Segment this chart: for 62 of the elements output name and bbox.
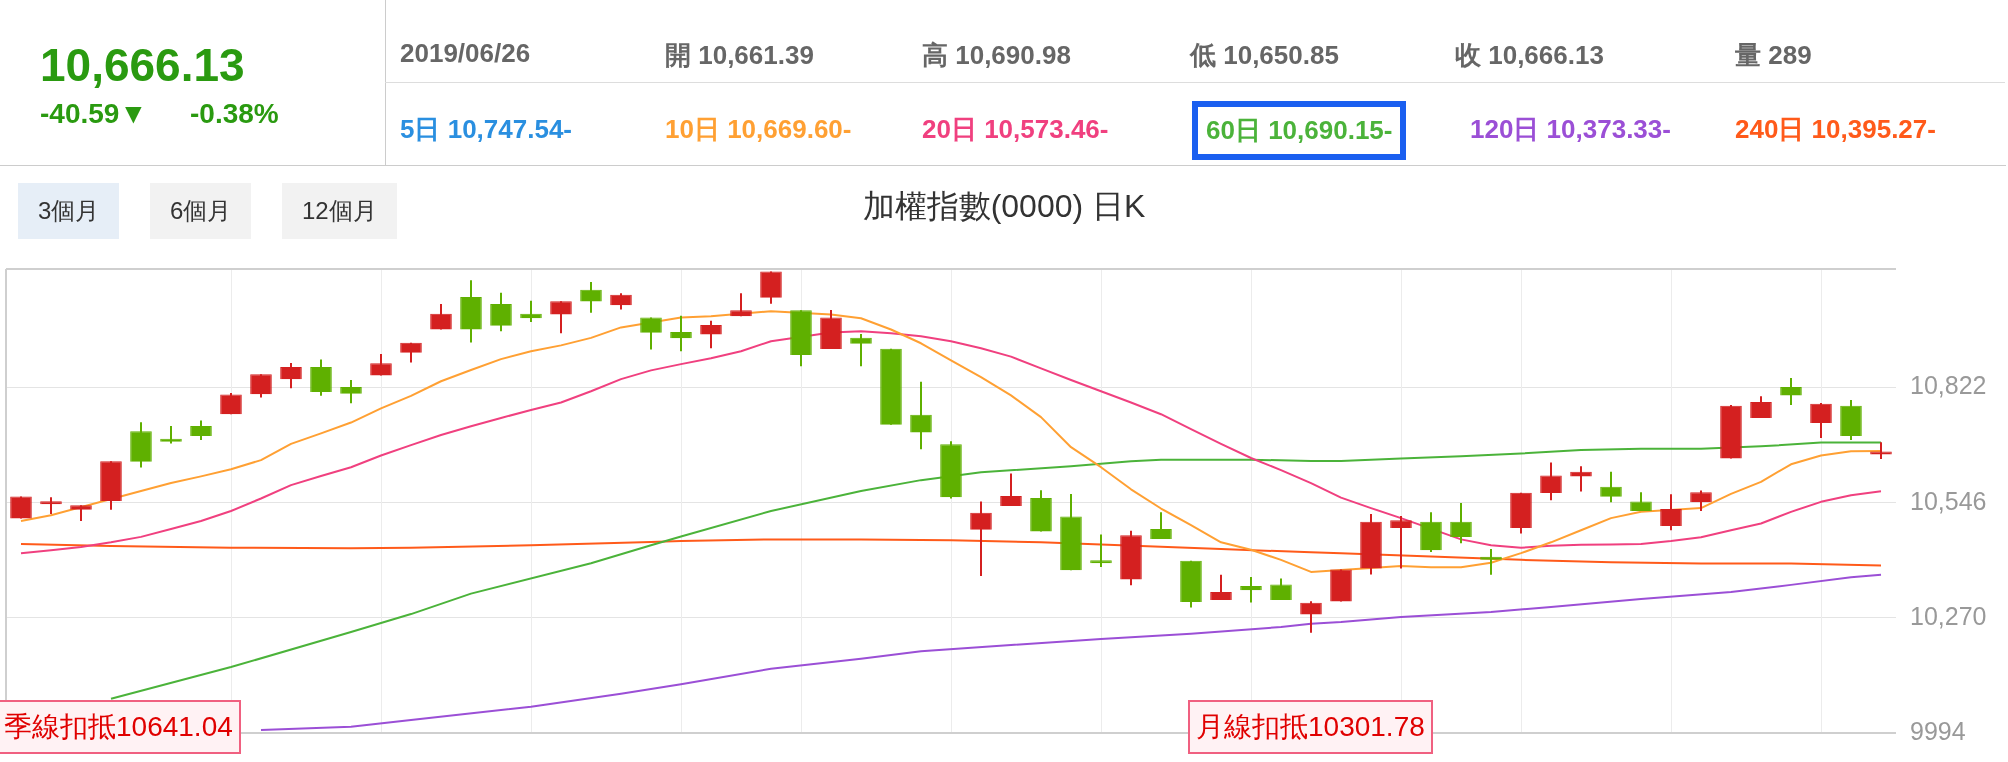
candlestick (1510, 491, 1532, 535)
text: 量 289 (1735, 39, 1812, 72)
text: 3個月 (18, 183, 120, 239)
text: 10,666.13 (40, 38, 245, 92)
y-tick-label: 10,270 (1910, 601, 1987, 630)
y-tick-label: 9994 (1910, 716, 1966, 745)
candlestick (1630, 491, 1652, 513)
candlestick (1750, 395, 1772, 419)
candlestick (1060, 492, 1082, 572)
text: 5日 10,747.54- (400, 113, 573, 146)
chart-title: 加權指數(0000) 日K (862, 188, 1146, 224)
text: 120日 10,373.33- (1470, 113, 1671, 146)
annotation: 月線扣抵10301.78 (1188, 700, 1433, 754)
candlestick (310, 358, 332, 397)
candlestick (1120, 529, 1142, 587)
text: -40.59▼ (40, 98, 148, 130)
candlestick (1030, 489, 1052, 533)
text: 收 10,666.13 (1455, 39, 1604, 72)
candlestick (1660, 493, 1682, 532)
text: 60日 10,690.15- (1192, 101, 1407, 160)
candlestick (820, 308, 842, 351)
candlestick (1210, 573, 1232, 601)
candlestick (10, 495, 32, 520)
candlestick (1360, 512, 1382, 576)
candlestick (1810, 401, 1832, 439)
candlestick (370, 353, 392, 377)
y-tick-label: 10,822 (1910, 371, 1987, 400)
text: 開 10,661.39 (665, 39, 814, 72)
candlestick (730, 292, 752, 318)
candlestick (1720, 404, 1742, 460)
annotation: 季線扣抵10641.04 (0, 700, 241, 754)
text: 12個月 (282, 183, 397, 239)
candlestick (1420, 511, 1442, 553)
y-tick-label: 10,546 (1910, 486, 1987, 515)
text: 高 10,690.98 (922, 39, 1071, 72)
text: 240日 10,395.27- (1735, 113, 1936, 146)
text: 低 10,650.85 (1190, 39, 1339, 72)
text: 10日 10,669.60- (665, 113, 852, 146)
candlestick (1180, 559, 1202, 609)
candlestick (1330, 568, 1352, 603)
candlestick (130, 421, 152, 469)
text: 6個月 (150, 183, 252, 239)
candlestick (1090, 533, 1112, 568)
text: 20日 10,573.46- (922, 113, 1109, 146)
candlestick (460, 279, 482, 344)
candlestick (1270, 577, 1292, 601)
candlestick (1150, 511, 1172, 540)
candlestick (1450, 502, 1472, 545)
candlestick (100, 460, 122, 511)
candlestick (940, 440, 962, 500)
candlestick (1000, 472, 1022, 508)
candlestick (790, 309, 812, 368)
text: 2019/06/26 (400, 38, 531, 69)
candlestick (1840, 399, 1862, 442)
candlestick (880, 347, 902, 426)
candlestick (1690, 489, 1712, 513)
candlestick (1390, 515, 1412, 570)
candlestick (190, 419, 212, 442)
candlestick (250, 373, 272, 399)
text: -0.38% (190, 98, 279, 130)
candlestick (40, 496, 62, 515)
candlestick (280, 361, 302, 390)
